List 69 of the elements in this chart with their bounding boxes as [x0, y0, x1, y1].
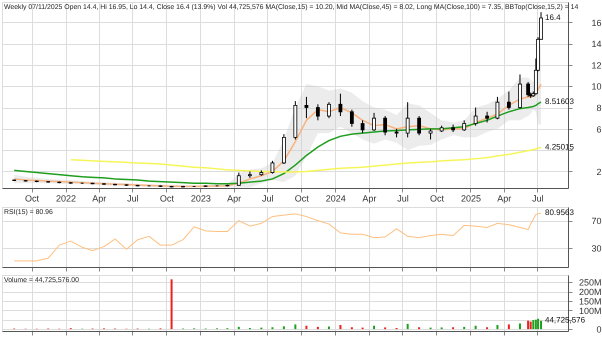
- annotation: 16.4: [545, 12, 562, 22]
- line-series: [13, 83, 542, 188]
- y-tick-label: 250M: [578, 278, 602, 288]
- candlestick: [236, 172, 241, 186]
- bar: [406, 324, 409, 330]
- candlestick: [485, 111, 489, 123]
- y-tick-label: 200M: [578, 287, 602, 298]
- candlestick: [406, 102, 410, 138]
- candlestick: [350, 109, 354, 128]
- line-series: [13, 101, 542, 184]
- y-tick-label: 2: [596, 166, 602, 177]
- candlestick: [270, 160, 274, 174]
- bar: [530, 322, 532, 330]
- x-tick-label: 2022: [56, 194, 76, 204]
- x-tick-label: Apr: [227, 194, 242, 204]
- candlestick: [327, 102, 331, 119]
- y-tick-label: 14: [591, 39, 602, 50]
- bar: [339, 324, 342, 330]
- x-tick-label: 2025: [460, 194, 481, 204]
- bar: [508, 324, 510, 330]
- candlestick: [304, 96, 308, 119]
- candlestick: [518, 74, 522, 110]
- candlestick: [506, 91, 511, 110]
- bar: [534, 320, 537, 330]
- x-tick-label: Jul: [532, 194, 544, 204]
- bar: [527, 320, 530, 330]
- bar: [294, 324, 296, 330]
- candlestick: [383, 116, 388, 136]
- y-tick-label: 30: [591, 243, 602, 254]
- x-tick-label: Oct: [430, 194, 444, 204]
- candlestick: [428, 128, 432, 140]
- x-tick-label: Oct: [160, 194, 174, 204]
- candlestick: [360, 120, 364, 134]
- candlestick: [417, 116, 422, 136]
- candlestick: [316, 104, 320, 121]
- bar: [305, 326, 308, 330]
- x-tick-label: Jul: [397, 194, 409, 204]
- x-tick-label: Oct: [294, 194, 310, 204]
- candlestick: [372, 112, 376, 132]
- bar: [373, 326, 376, 330]
- y-tick-label: 8: [596, 103, 602, 114]
- x-tick-label: Jul: [262, 194, 274, 204]
- bar: [170, 279, 173, 330]
- x-tick-label: 2024: [326, 194, 346, 204]
- y-tick-label: 70: [591, 216, 602, 226]
- y-tick-label: 10: [591, 82, 602, 92]
- x-tick-label: Apr: [362, 194, 376, 204]
- candlestick: [496, 96, 500, 120]
- y-tick-label: 100M: [578, 306, 602, 316]
- candlestick: [338, 93, 342, 117]
- bar: [328, 326, 330, 330]
- y-tick-label: 150M: [578, 296, 602, 306]
- bar: [532, 320, 534, 330]
- x-tick-label: Oct: [25, 194, 40, 204]
- bar: [537, 318, 540, 330]
- bar: [518, 323, 521, 330]
- x-tick-label: Apr: [92, 194, 106, 204]
- bar: [496, 324, 498, 330]
- y-tick-label: 6: [596, 124, 602, 134]
- bar: [474, 326, 477, 330]
- candlestick: [462, 120, 466, 132]
- y-tick-label: 12: [591, 60, 602, 70]
- x-tick-label: Apr: [497, 194, 512, 204]
- x-tick-label: 2023: [190, 194, 211, 204]
- bar: [540, 320, 542, 330]
- x-tick-label: Jul: [127, 194, 139, 204]
- y-tick-label: 0: [596, 324, 602, 335]
- candlestick: [474, 107, 478, 126]
- y-tick-label: 16: [591, 18, 602, 28]
